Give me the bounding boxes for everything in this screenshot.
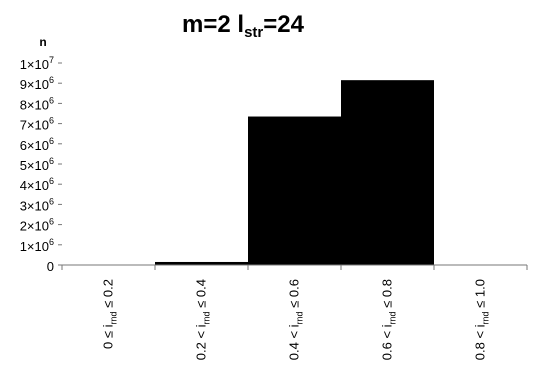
y-axis-title: n: [39, 35, 46, 49]
y-tick-label-base: 4×10: [20, 178, 49, 193]
y-tick-label-exponent: 7: [49, 55, 54, 65]
y-tick-label: 1×107: [20, 55, 54, 72]
y-tick-label-exponent: 6: [49, 95, 54, 105]
y-tick-label: 9×106: [20, 75, 54, 92]
y-tick-label-base: 0: [47, 259, 54, 274]
y-tick-label-exponent: 6: [49, 237, 54, 247]
x-category-label-subscript: rnd: [109, 311, 119, 324]
x-category-label: 0.8 < irnd ≤ 1.0: [473, 279, 491, 360]
y-tick-label-base: 1×10: [20, 57, 49, 72]
x-category-label-post: ≤ 0.4: [194, 279, 209, 311]
y-tick-label-base: 1×10: [20, 239, 49, 254]
bar-2: [248, 116, 341, 265]
x-category-label-subscript: rnd: [481, 311, 491, 324]
y-tick-label-base: 7×10: [20, 118, 49, 133]
y-tick-label-exponent: 6: [49, 176, 54, 186]
y-tick-label-exponent: 6: [49, 75, 54, 85]
x-category-label-post: ≤ 1.0: [473, 279, 488, 311]
y-tick-label: 3×106: [20, 196, 54, 213]
y-tick-label: 7×106: [20, 116, 54, 133]
bar-3: [341, 80, 434, 265]
x-category-label: 0 ≤ irnd ≤ 0.2: [101, 279, 119, 349]
y-tick-label-exponent: 6: [49, 217, 54, 227]
x-category-label-pre: 0.6 < i: [380, 324, 395, 360]
y-tick-label: 1×106: [20, 237, 54, 254]
x-category-label: 0.6 < irnd ≤ 0.8: [380, 279, 398, 360]
chart-title-tail: =24: [263, 11, 304, 38]
bars: [155, 80, 434, 265]
y-tick-label-exponent: 6: [49, 116, 54, 126]
x-category-label: 0.4 < irnd ≤ 0.6: [287, 279, 305, 360]
x-category-label-subscript: rnd: [388, 311, 398, 324]
x-category-label-post: ≤ 0.8: [380, 279, 395, 311]
y-tick-label-base: 5×10: [20, 158, 49, 173]
y-tick-label: 8×106: [20, 95, 54, 112]
y-tick-label-exponent: 6: [49, 136, 54, 146]
x-axis: 0 ≤ irnd ≤ 0.20.2 < irnd ≤ 0.40.4 < irnd…: [61, 264, 528, 360]
y-tick-label-base: 2×10: [20, 219, 49, 234]
x-category-label-subscript: rnd: [202, 311, 212, 324]
x-category-label-pre: 0 ≤ i: [101, 324, 116, 349]
chart-title: m=2 lstr=24: [182, 11, 305, 41]
y-axis: 01×1062×1063×1064×1065×1066×1067×1068×10…: [20, 55, 62, 274]
y-tick-label-base: 9×10: [20, 77, 49, 92]
y-tick-label-exponent: 6: [49, 196, 54, 206]
x-category-label-post: ≤ 0.6: [287, 279, 302, 311]
y-tick-label-base: 6×10: [20, 138, 49, 153]
y-tick-label: 0: [47, 259, 54, 274]
chart-title-subscript: str: [244, 24, 263, 41]
y-tick-label-base: 3×10: [20, 198, 49, 213]
bar-1: [155, 261, 248, 265]
chart-title-main: m=2 l: [182, 11, 244, 38]
x-category-label-subscript: rnd: [295, 311, 305, 324]
x-category-label: 0.2 < irnd ≤ 0.4: [194, 279, 212, 360]
y-tick-label-base: 8×10: [20, 97, 49, 112]
y-tick-label-exponent: 6: [49, 156, 54, 166]
x-category-label-pre: 0.8 < i: [473, 324, 488, 360]
x-category-label-pre: 0.2 < i: [194, 324, 209, 360]
x-category-label-pre: 0.4 < i: [287, 324, 302, 360]
y-tick-label: 2×106: [20, 217, 54, 234]
y-tick-label: 4×106: [20, 176, 54, 193]
y-tick-label: 6×106: [20, 136, 54, 153]
x-category-label-post: ≤ 0.2: [101, 279, 116, 311]
y-tick-label: 5×106: [20, 156, 54, 173]
